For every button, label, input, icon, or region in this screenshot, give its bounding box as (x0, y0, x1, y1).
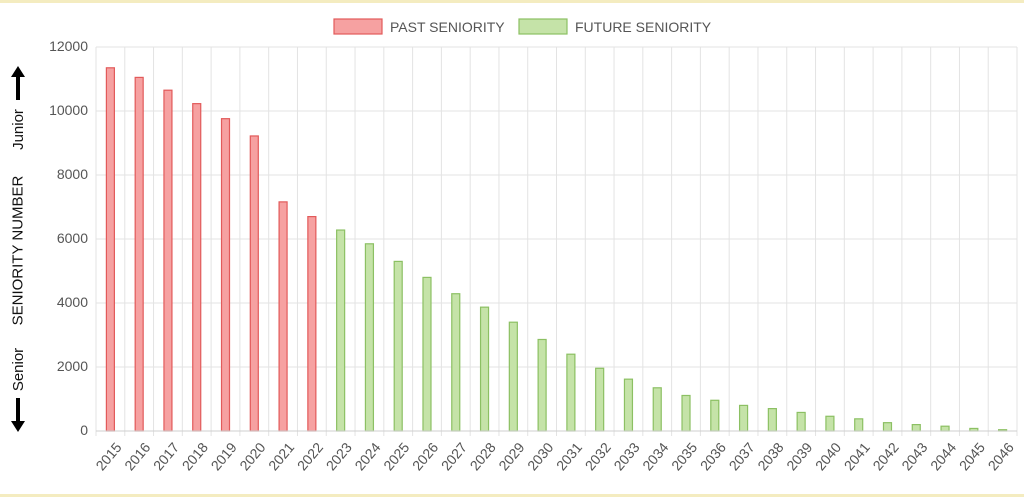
bar (681, 394, 691, 432)
bar (652, 387, 662, 432)
y-label-senior: Senior (9, 347, 27, 391)
bar (738, 404, 749, 432)
x-tick-label: 2030 (524, 439, 556, 473)
x-tick-label: 2032 (582, 439, 614, 473)
legend-swatch (333, 18, 383, 35)
bar (364, 243, 375, 432)
x-tick-label: 2041 (841, 439, 873, 473)
x-tick-label: 2040 (812, 439, 844, 473)
x-tick-label: 2038 (754, 439, 786, 473)
bar (710, 399, 720, 432)
bottom-border (0, 494, 1024, 497)
x-tick-label: 2017 (150, 439, 182, 473)
bar (249, 135, 259, 432)
x-tick-label: 2027 (438, 439, 470, 473)
x-tick-label: 2026 (409, 439, 441, 473)
bar (451, 293, 461, 432)
bar (220, 118, 231, 432)
x-tick-label: 2015 (92, 439, 124, 473)
y-tick-label: 6000 (57, 230, 88, 246)
x-tick-label: 2019 (208, 439, 240, 473)
y-axis-label: SENIORITY NUMBER (9, 175, 27, 325)
bar (940, 425, 950, 432)
y-tick-label: 4000 (57, 294, 88, 310)
x-tick-label: 2018 (179, 439, 211, 473)
bar (767, 408, 777, 432)
bar (595, 367, 605, 432)
bar (566, 353, 576, 432)
x-tick-label: 2037 (726, 439, 758, 473)
bar (422, 276, 432, 432)
y-tick-label: 2000 (57, 358, 88, 374)
x-tick-label: 2046 (985, 439, 1017, 473)
bar (393, 260, 403, 432)
bar (882, 422, 893, 432)
arrow-up-icon (11, 66, 25, 100)
bar (911, 424, 921, 432)
x-tick-label: 2021 (265, 439, 297, 473)
top-border (0, 0, 1024, 3)
x-tick-label: 2029 (495, 439, 527, 473)
bar (479, 306, 490, 432)
legend-label: FUTURE SENIORITY (575, 19, 712, 35)
x-tick-label: 2035 (668, 439, 700, 473)
x-tick-label: 2025 (380, 439, 412, 473)
bar (623, 378, 634, 432)
y-label-junior: Junior (9, 108, 27, 150)
x-tick-label: 2044 (927, 439, 959, 473)
x-tick-label: 2033 (610, 439, 642, 473)
legend-label: PAST SENIORITY (390, 19, 505, 35)
bar (336, 229, 346, 432)
x-tick-label: 2042 (869, 439, 901, 473)
bar (307, 216, 317, 432)
x-tick-label: 2039 (783, 439, 815, 473)
bar (825, 415, 835, 432)
x-tick-label: 2022 (294, 439, 326, 473)
x-tick-label: 2045 (956, 439, 988, 473)
bar (796, 411, 806, 432)
bar (537, 338, 547, 432)
x-tick-label: 2036 (697, 439, 729, 473)
bar (192, 103, 202, 432)
arrow-down-icon (11, 398, 25, 432)
bar (278, 201, 288, 432)
bar (163, 89, 173, 432)
x-tick-label: 2034 (639, 439, 671, 473)
y-tick-label: 0 (80, 422, 88, 438)
x-tick-label: 2028 (467, 439, 499, 473)
x-tick-label: 2016 (121, 439, 153, 473)
bar (134, 76, 144, 432)
x-tick-label: 2031 (553, 439, 585, 473)
legend-swatch (518, 18, 568, 35)
x-tick-label: 2020 (236, 439, 268, 473)
y-tick-label: 12000 (49, 38, 88, 54)
x-tick-label: 2043 (898, 439, 930, 473)
x-tick-label: 2024 (351, 439, 383, 473)
x-tick-label: 2023 (323, 439, 355, 473)
y-tick-label: 10000 (49, 102, 88, 118)
bar (508, 321, 518, 432)
bar (854, 418, 864, 432)
y-tick-label: 8000 (57, 166, 88, 182)
bar (105, 67, 115, 432)
